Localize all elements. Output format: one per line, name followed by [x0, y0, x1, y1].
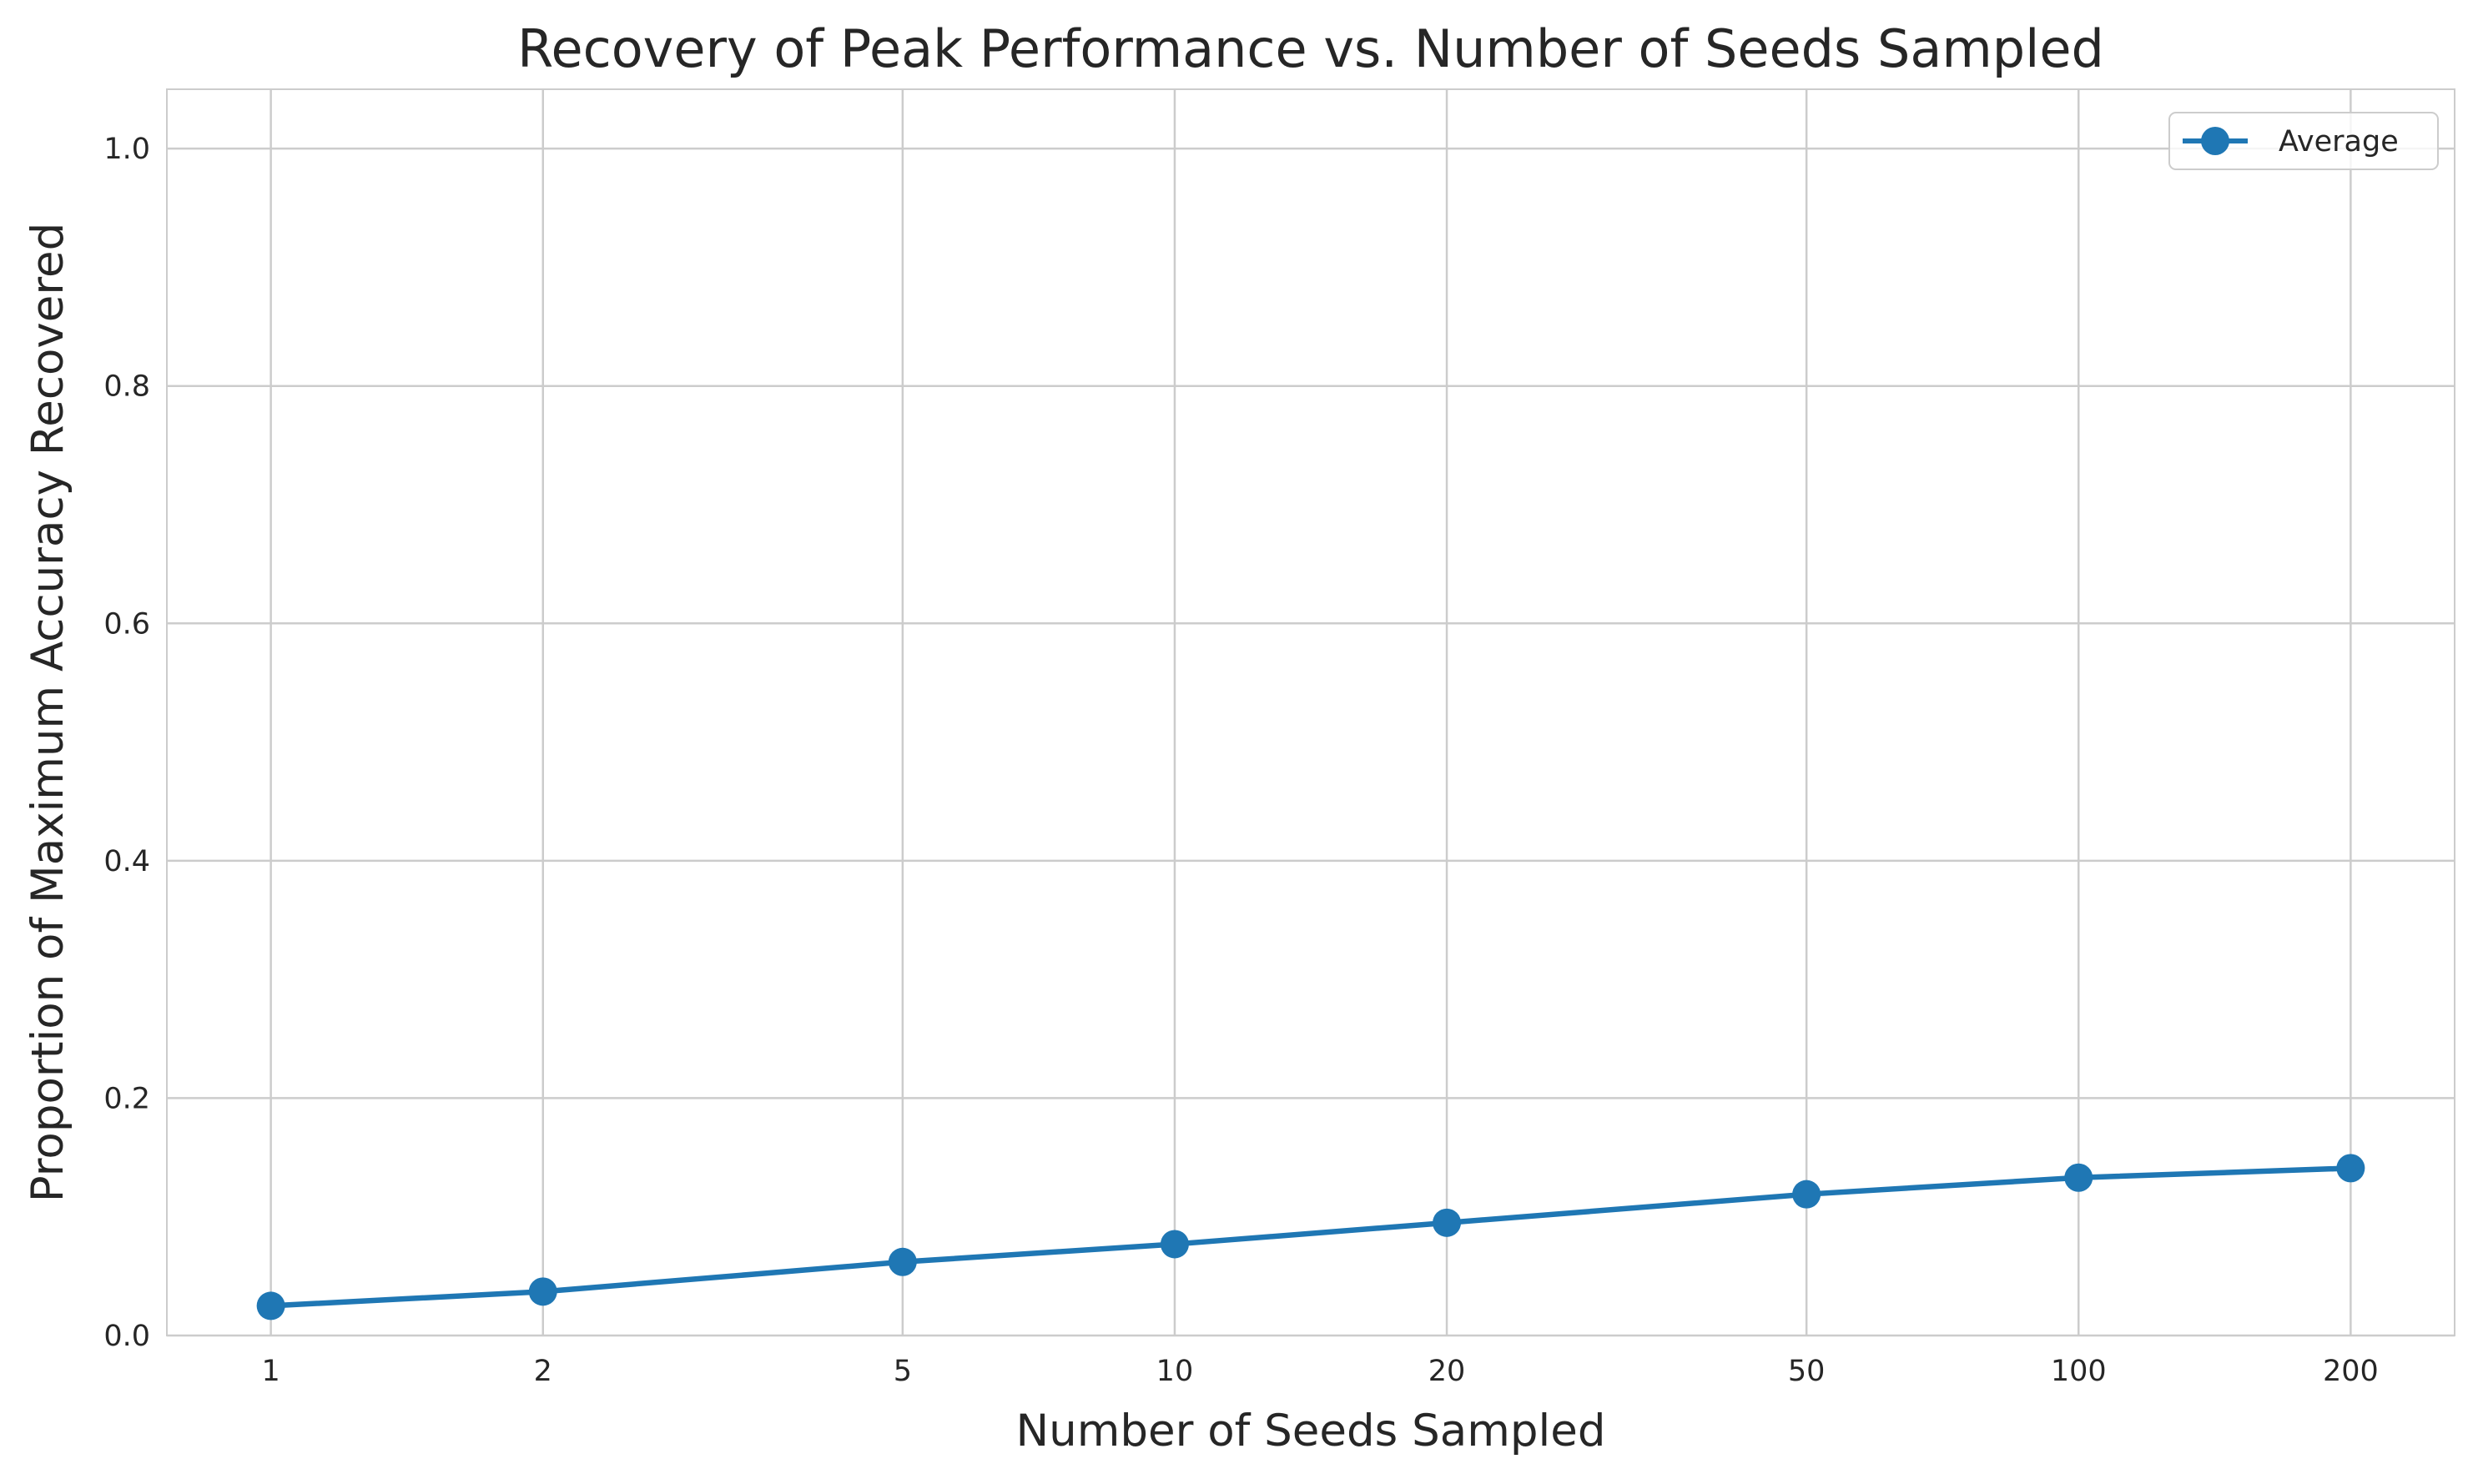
x-tick-label: 100 [2051, 1355, 2107, 1388]
legend: Average [2168, 112, 2439, 170]
legend-circle-marker [2201, 127, 2229, 155]
data-point [888, 1247, 917, 1276]
series-layer [256, 1154, 2365, 1321]
data-point [1160, 1230, 1189, 1259]
data-point [1792, 1180, 1821, 1209]
y-tick-label: 0.8 [103, 370, 150, 404]
x-tick-label: 10 [1156, 1355, 1194, 1388]
y-tick-label: 0.0 [103, 1320, 150, 1353]
x-axis-label: Number of Seeds Sampled [1015, 1406, 1605, 1456]
data-point [1433, 1208, 1462, 1237]
y-tick-label: 0.2 [103, 1082, 150, 1115]
data-point [2064, 1163, 2093, 1192]
y-tick-label: 1.0 [103, 133, 150, 166]
x-tick-label: 20 [1428, 1355, 1466, 1388]
y-tick-labels: 0.0 0.2 0.4 0.6 0.8 1.0 [103, 133, 150, 1353]
y-tick-label: 0.6 [103, 607, 150, 641]
data-point [256, 1291, 285, 1321]
legend-box [2168, 112, 2439, 170]
y-tick-label: 0.4 [103, 845, 150, 878]
chart-title: Recovery of Peak Performance vs. Number … [517, 18, 2104, 79]
x-tick-label: 2 [534, 1355, 552, 1388]
grid-lines [167, 89, 2455, 1337]
series-line-average [270, 1165, 2351, 1309]
plot-frame [166, 88, 2455, 1336]
x-tick-label: 1 [261, 1355, 280, 1388]
x-tick-label: 5 [894, 1355, 912, 1388]
x-tick-label: 200 [2323, 1355, 2379, 1388]
x-tick-label: 50 [1788, 1355, 1826, 1388]
x-tick-labels: 1 2 5 10 20 50 100 200 [261, 1355, 2378, 1388]
data-point [2336, 1154, 2365, 1183]
data-point [528, 1277, 557, 1306]
legend-label-average: Average [2279, 125, 2399, 158]
y-axis-label: Proportion of Maximum Accuracy Recovered [23, 223, 73, 1203]
